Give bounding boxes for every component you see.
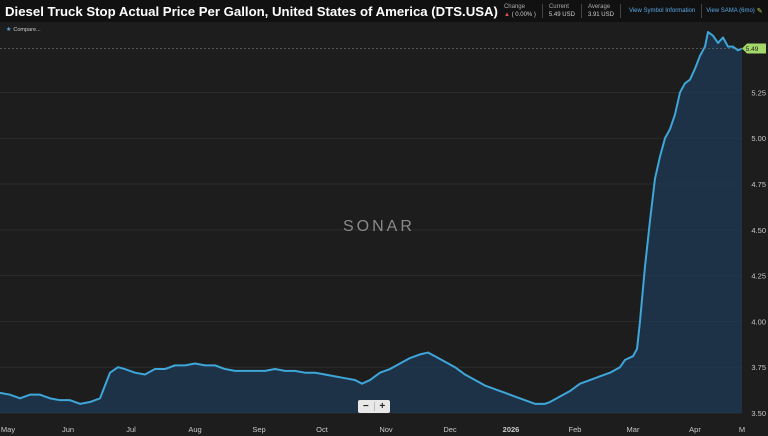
y-tick-label: 5.00 — [751, 134, 766, 143]
header-divider — [580, 4, 582, 18]
x-tick-label: Jun — [62, 425, 74, 434]
x-tick-label: Apr — [689, 425, 701, 434]
star-icon: ★ — [6, 27, 12, 33]
compare-label: Compare... — [13, 26, 41, 33]
view-symbol-information-link[interactable]: View Symbol Information — [628, 8, 696, 14]
x-tick-label: May — [1, 425, 15, 434]
average-label: Average — [587, 4, 611, 10]
y-tick-label: 4.50 — [751, 226, 766, 235]
header-divider — [541, 4, 543, 18]
y-tick-label: 4.00 — [751, 317, 766, 326]
price-line — [0, 31, 743, 405]
sonar-watermark: SONAR — [343, 218, 415, 235]
x-tick-label: Nov — [379, 425, 393, 434]
x-tick-label: Oct — [316, 425, 329, 434]
price-chart[interactable]: 5.25 5.00 4.75 4.50 4.25 4.00 3.75 3.50 May Jun Ju… — [0, 22, 768, 436]
x-tick-label: M — [739, 425, 745, 434]
average-value: 3.91 USD — [587, 12, 614, 18]
x-tick-label: 2026 — [503, 425, 520, 434]
current-value: 5.49 USD — [548, 12, 575, 18]
x-tick-label: Dec — [443, 425, 457, 434]
chart-header: Diesel Truck Stop Actual Price Per Gallo… — [0, 0, 768, 22]
zoom-in-button[interactable]: + — [375, 400, 391, 413]
chart-title: Diesel Truck Stop Actual Price Per Gallo… — [5, 3, 498, 19]
header-divider — [619, 4, 621, 18]
x-tick-label: Aug — [188, 425, 201, 434]
x-tick-label: Jul — [126, 425, 136, 434]
view-sama-link[interactable]: View SAMA (6mo) — [706, 8, 755, 14]
x-tick-label: Feb — [569, 425, 582, 434]
average-stat: Average 3.91 USD — [588, 3, 614, 19]
change-value: ( 0.00% ) — [511, 12, 536, 18]
current-label: Current — [548, 4, 569, 10]
magic-wand-icon[interactable]: ✎ — [756, 8, 763, 15]
header-divider — [701, 4, 703, 18]
price-area — [0, 32, 742, 413]
y-tick-label: 4.75 — [751, 180, 766, 189]
last-value-badge — [742, 43, 766, 54]
y-tick-label: 5.25 — [751, 88, 766, 97]
change-stat: Change ▲ ( 0.00% ) — [504, 3, 536, 19]
compare-legend[interactable]: ★ Compare... — [6, 26, 41, 34]
current-stat: Current 5.49 USD — [549, 3, 575, 19]
y-tick-label: 4.25 — [751, 272, 766, 281]
last-value-label: 5.49 — [746, 46, 759, 53]
zoom-out-button[interactable]: − — [358, 400, 374, 413]
x-tick-label: Sep — [252, 425, 265, 434]
x-tick-label: Mar — [627, 425, 640, 434]
zoom-divider — [373, 402, 375, 411]
change-label: Change — [503, 4, 525, 10]
y-tick-label: 3.50 — [751, 409, 766, 418]
chart-area[interactable]: 5.25 5.00 4.75 4.50 4.25 4.00 3.75 3.50 May Jun Ju… — [0, 22, 768, 436]
down-arrow-icon: ▲ — [503, 12, 510, 18]
y-tick-label: 3.75 — [751, 363, 766, 372]
zoom-controls: − + — [358, 400, 390, 413]
